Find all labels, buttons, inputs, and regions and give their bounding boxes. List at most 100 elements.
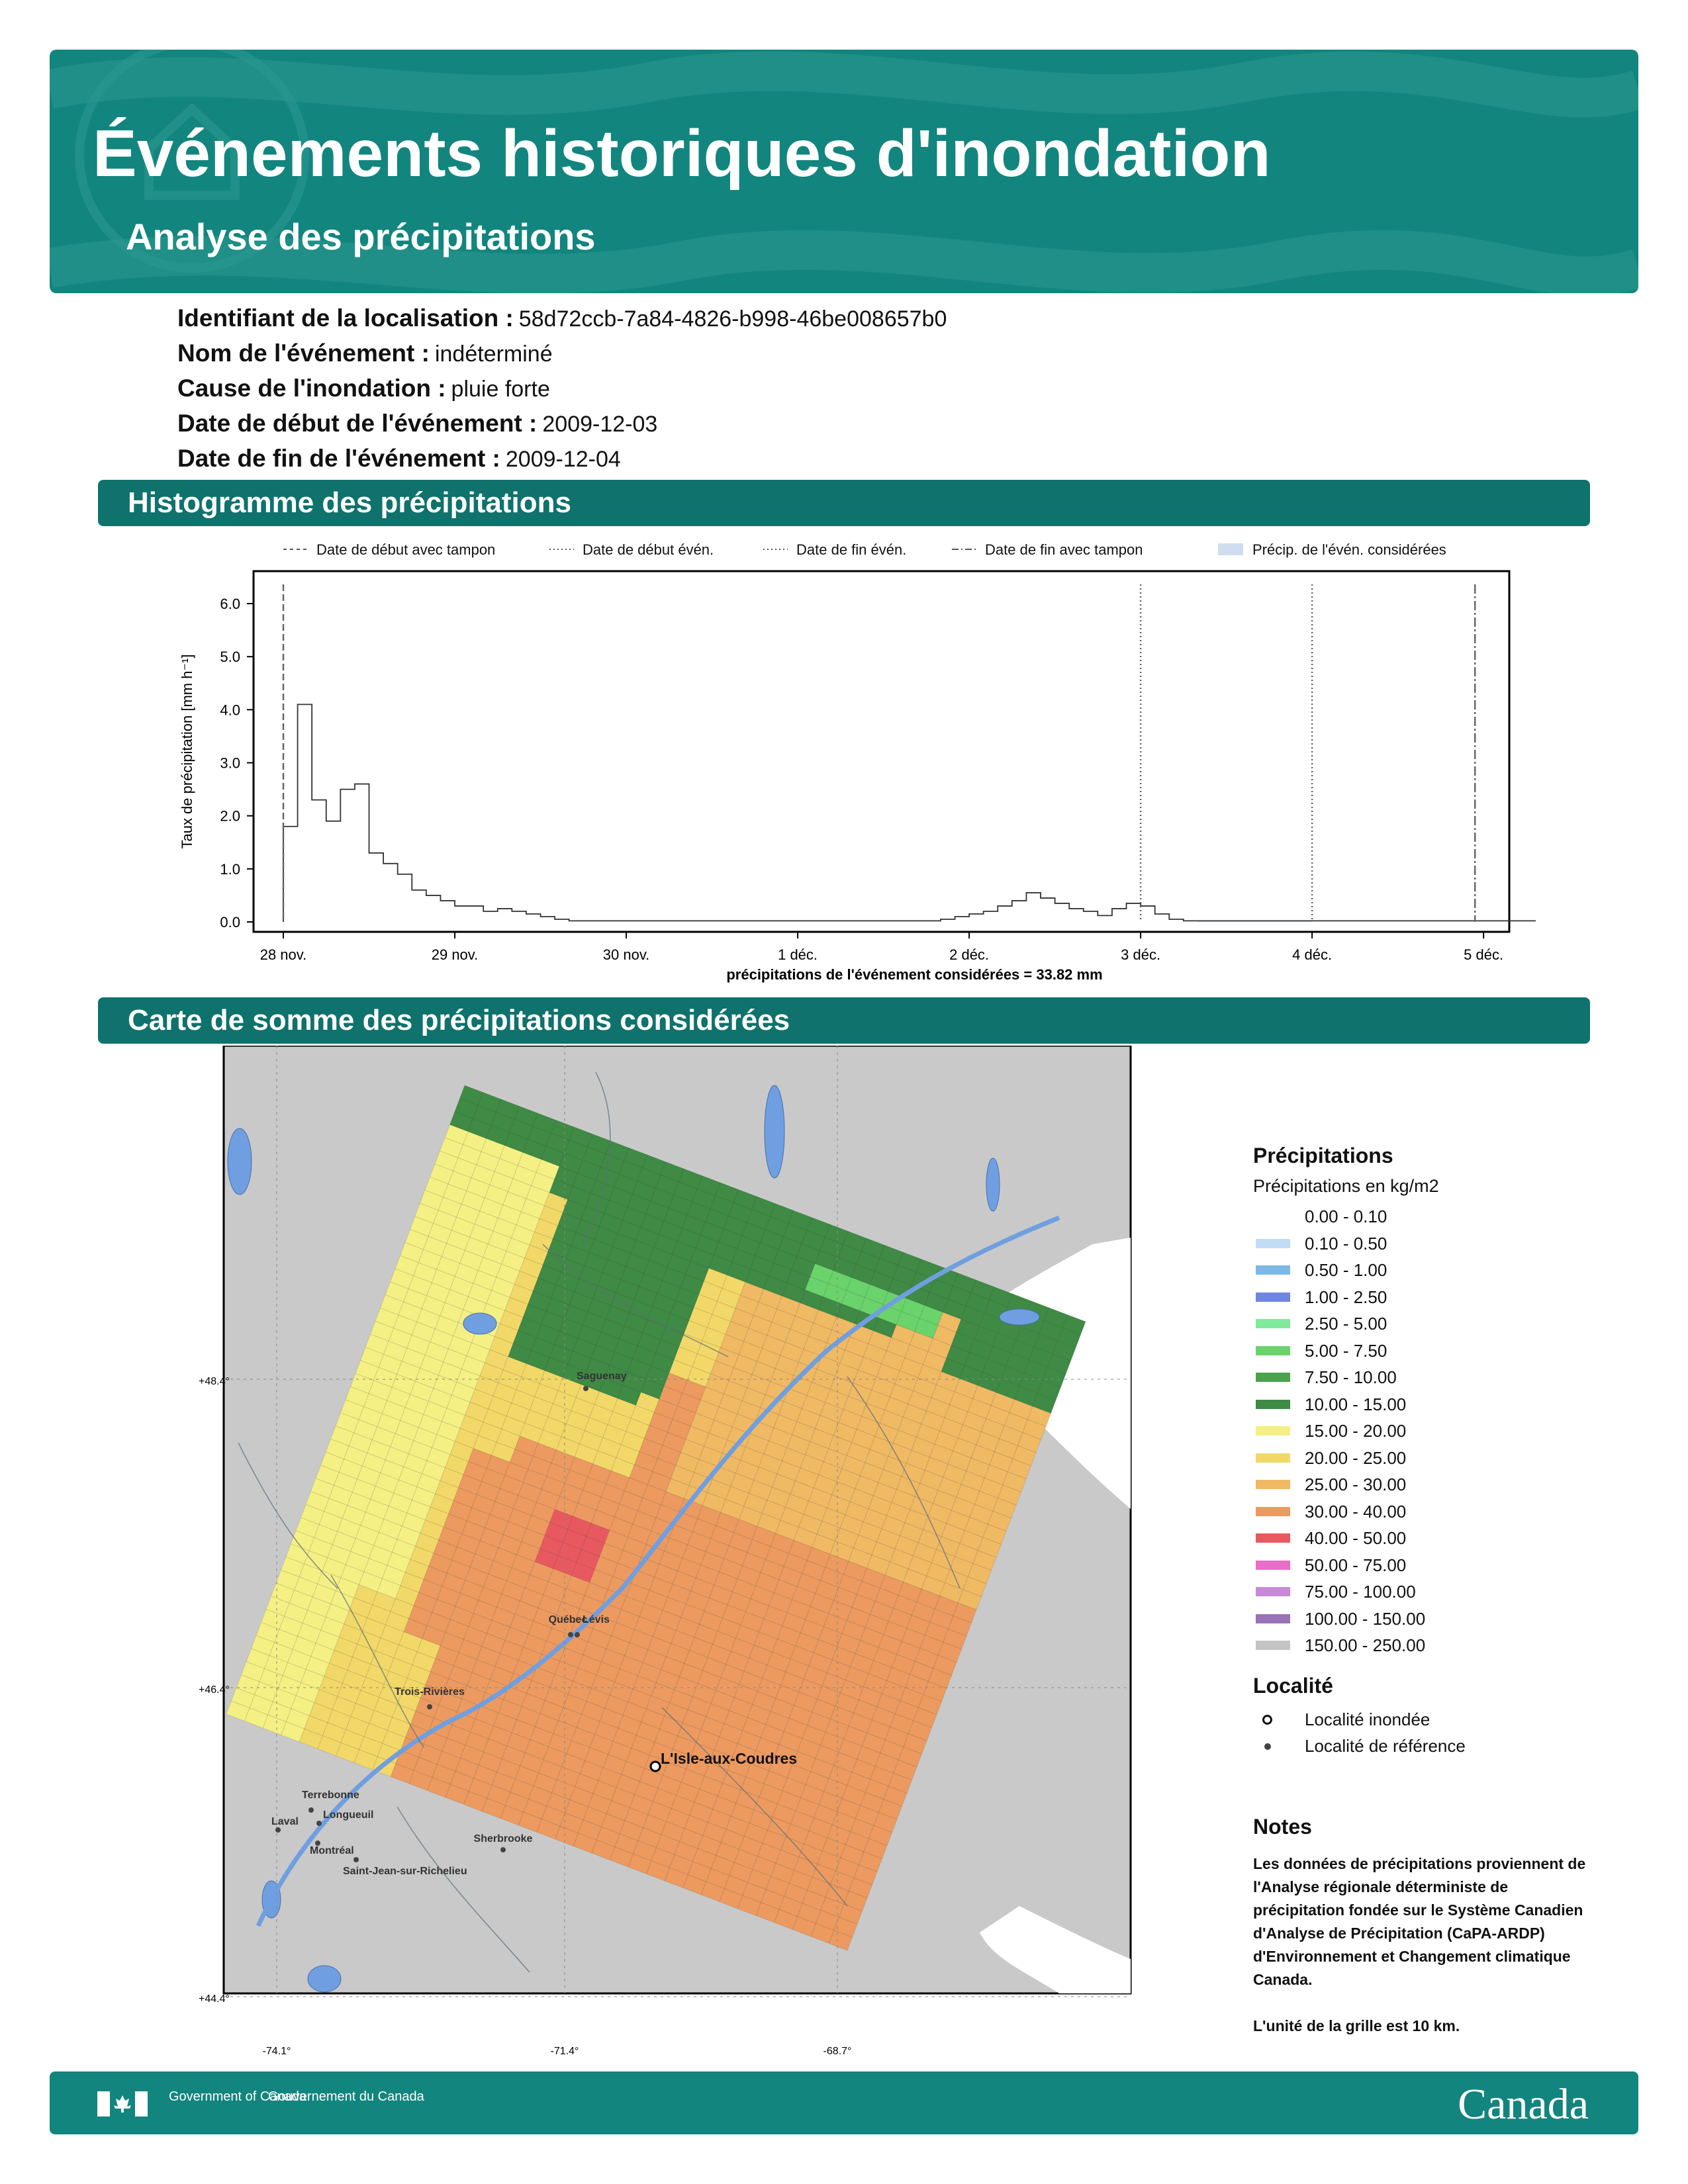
reference-locality-marker: [316, 1821, 322, 1826]
precipitation-histogram: Date de début avec tampon Date de début é…: [146, 529, 1688, 993]
reference-locality-marker: [315, 1841, 320, 1846]
place-label: Lévis: [583, 1614, 610, 1625]
place-label: Longueuil: [323, 1809, 373, 1821]
legend-flooded-locality: Localité inondée: [1253, 1706, 1624, 1733]
legend-swatch: [1256, 1587, 1290, 1596]
section-histogram-header: Histogramme des précipitations: [98, 480, 1590, 526]
y-axis-label: Taux de précipitation [mm h⁻¹]: [179, 654, 195, 848]
lat-label: +46.4°: [199, 1684, 230, 1696]
map-legend: Précipitations Précipitations en kg/m2 0…: [1253, 1144, 1624, 1759]
legend-swatch: [1256, 1506, 1290, 1516]
banner-waves-decoration: [50, 50, 1638, 293]
x-tick-label: 30 nov.: [603, 946, 650, 963]
legend-item: 100.00 - 150.00: [1253, 1606, 1624, 1633]
river-line: [397, 1806, 530, 1973]
open-circle-icon: [1262, 1714, 1272, 1725]
legend-swatch: [1256, 1641, 1290, 1650]
y-tick-label: 3.0: [220, 755, 240, 772]
legend-reference-locality: Localité de référence: [1253, 1733, 1624, 1759]
place-label: Laval: [271, 1816, 299, 1827]
y-tick-label: 1.0: [220, 861, 240, 878]
legend-item: 20.00 - 25.00: [1253, 1445, 1624, 1472]
legend-swatch: [1256, 1345, 1290, 1355]
precipitation-map: +48.4° +46.4° +44.4° -74.1° -71.4° -68.7° Sagu…: [199, 1044, 1152, 2065]
legend-item: 0.00 - 0.10: [1253, 1203, 1624, 1230]
legend-swatch: [1256, 1480, 1290, 1489]
place-label: Québec: [549, 1614, 588, 1625]
meta-row-location-id: Identifiant de la localisation :58d72ccb…: [177, 301, 947, 336]
meta-value: pluie forte: [451, 377, 550, 402]
legend-label: 100.00 - 150.00: [1305, 1608, 1426, 1629]
lake: [986, 1158, 1000, 1212]
x-tick-label: 3 déc.: [1121, 946, 1160, 963]
legend-label: 50.00 - 75.00: [1305, 1555, 1407, 1575]
legend-swatch: [1256, 1614, 1290, 1623]
river-line: [661, 1707, 848, 1907]
section-map-header: Carte de somme des précipitations consid…: [98, 997, 1590, 1044]
x-tick-label: 1 déc.: [778, 946, 818, 963]
legend-item: 40.00 - 50.00: [1253, 1525, 1624, 1552]
meta-label: Identifiant de la localisation :: [177, 304, 514, 332]
meta-label: Date de fin de l'événement :: [177, 445, 500, 472]
place-label: Saguenay: [577, 1371, 627, 1382]
legend-item: 0.10 - 0.50: [1253, 1230, 1624, 1257]
chart-legend-label: Précip. de l'évén. considérées: [1252, 541, 1446, 558]
y-tick-label: 0.0: [220, 914, 240, 931]
bay-area: [980, 1906, 1131, 1993]
legend-label: 15.00 - 20.00: [1305, 1421, 1407, 1441]
reference-locality-marker: [427, 1704, 432, 1709]
legend-item: 75.00 - 100.00: [1253, 1578, 1624, 1606]
legend-label: Localité inondée: [1305, 1709, 1430, 1729]
reference-locality-marker: [308, 1807, 314, 1813]
chart-legend-label: Date de fin évén.: [796, 541, 906, 558]
lat-label: +44.4°: [199, 1993, 230, 2005]
precip-grid: [226, 1085, 1086, 1951]
place-label: Sherbrooke: [474, 1833, 533, 1844]
legend-label: 0.10 - 0.50: [1305, 1233, 1387, 1253]
lake: [463, 1312, 497, 1335]
y-tick-label: 4.0: [220, 702, 240, 718]
legend-label: 40.00 - 50.00: [1305, 1528, 1407, 1548]
legend-label: 25.00 - 30.00: [1305, 1475, 1407, 1494]
legend-title: Précipitations: [1253, 1144, 1393, 1167]
legend-swatch: [1256, 1292, 1290, 1302]
river-line: [238, 1442, 338, 1589]
x-tick-label: 2 déc.: [949, 946, 989, 963]
legend-swatch: [1256, 1319, 1290, 1328]
legend-subtitle: Précipitations en kg/m2: [1253, 1176, 1439, 1196]
legend-item: 25.00 - 30.00: [1253, 1471, 1624, 1498]
map-svg: +48.4° +46.4° +44.4° -74.1° -71.4° -68.7° Sagu…: [199, 1044, 1132, 2057]
legend-label: 20.00 - 25.00: [1305, 1447, 1407, 1468]
legend-swatch: [1256, 1238, 1290, 1248]
legend-label: 30.00 - 40.00: [1305, 1501, 1407, 1522]
legend-label: 0.50 - 1.00: [1305, 1260, 1387, 1280]
legend-item: 5.00 - 7.50: [1253, 1338, 1624, 1365]
legend-item: 50.00 - 75.00: [1253, 1552, 1624, 1579]
legend-items: 0.00 - 0.10 0.10 - 0.50 0.50 - 1.00 1.00 - …: [1253, 1203, 1624, 1659]
legend-fill-sample: [1218, 543, 1243, 555]
chart-legend-label: Date de début avec tampon: [316, 541, 495, 558]
legend-swatch: [1256, 1212, 1290, 1221]
page-subtitle: Analyse des précipitations: [126, 216, 596, 257]
meta-value: 2009-12-04: [505, 447, 621, 472]
canada-flag-icon: [97, 2091, 148, 2116]
legend-item: 7.50 - 10.00: [1253, 1364, 1624, 1391]
legend-swatch: [1256, 1453, 1290, 1463]
y-tick-label: 5.0: [220, 649, 240, 665]
chart-legend-label: Date de début évén.: [583, 541, 714, 558]
lon-label: -74.1°: [263, 2046, 291, 2057]
meta-label: Nom de l'événement :: [177, 340, 430, 367]
notes-grid-unit: L'unité de la grille est 10 km.: [1253, 2017, 1460, 2034]
meta-row-start-date: Date de début de l'événement :2009-12-03: [177, 406, 947, 441]
reference-locality-marker: [575, 1632, 580, 1637]
reference-locality-marker: [583, 1386, 588, 1391]
precip-step-line: [283, 704, 1688, 922]
reference-locality-marker: [353, 1857, 359, 1862]
locality-legend: Localité Localité inondée Localité de ré…: [1253, 1674, 1624, 1759]
chart-legend-label: Date de fin avec tampon: [985, 541, 1143, 558]
lat-label: +48.4°: [199, 1376, 230, 1387]
meta-value: 2009-12-03: [542, 412, 658, 437]
y-tick-label: 2.0: [220, 808, 240, 825]
x-tick-label: 29 nov.: [432, 946, 479, 963]
legend-item: 10.00 - 15.00: [1253, 1391, 1624, 1418]
